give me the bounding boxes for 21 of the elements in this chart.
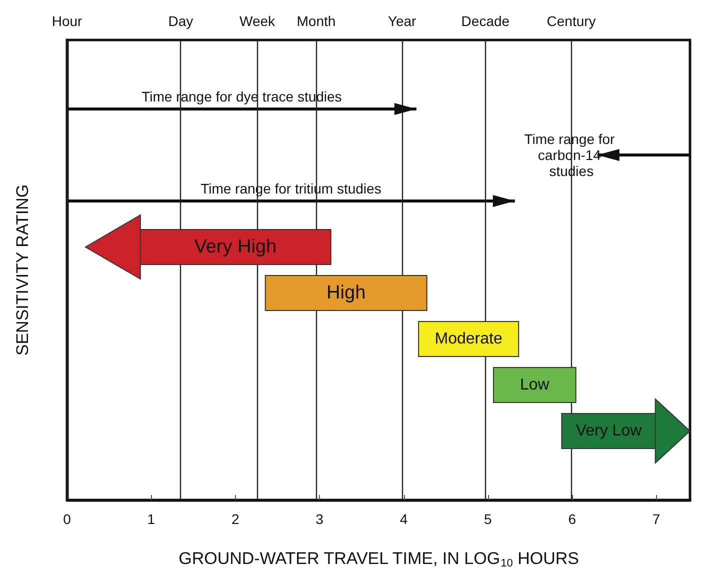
ref-line-label: Week <box>239 13 276 29</box>
x-tick-label: 2 <box>231 511 240 527</box>
y-axis-title: SENSITIVITY RATING <box>13 184 32 356</box>
x-tick-label: 7 <box>652 511 660 527</box>
ref-line-label: Hour <box>52 13 83 29</box>
x-tick-label: 6 <box>568 511 576 527</box>
ref-line-label: Year <box>388 13 417 29</box>
x-tick-label: 3 <box>316 511 324 527</box>
data-label: Low <box>520 376 550 394</box>
ref-line-label: Century <box>546 13 596 29</box>
ref-line-label: Month <box>296 13 336 29</box>
ref-line-label: Decade <box>461 13 510 29</box>
x-tick-label: 0 <box>63 511 72 527</box>
data-label: Very Low <box>576 422 642 440</box>
data-label: Very High <box>194 236 277 258</box>
ref-line-label: Day <box>168 13 194 29</box>
data-label: Moderate <box>434 330 502 348</box>
data-label: High <box>326 282 366 304</box>
x-tick-label: 1 <box>147 511 156 527</box>
x-tick-label: 4 <box>400 511 408 527</box>
x-tick-label: 5 <box>484 511 492 527</box>
